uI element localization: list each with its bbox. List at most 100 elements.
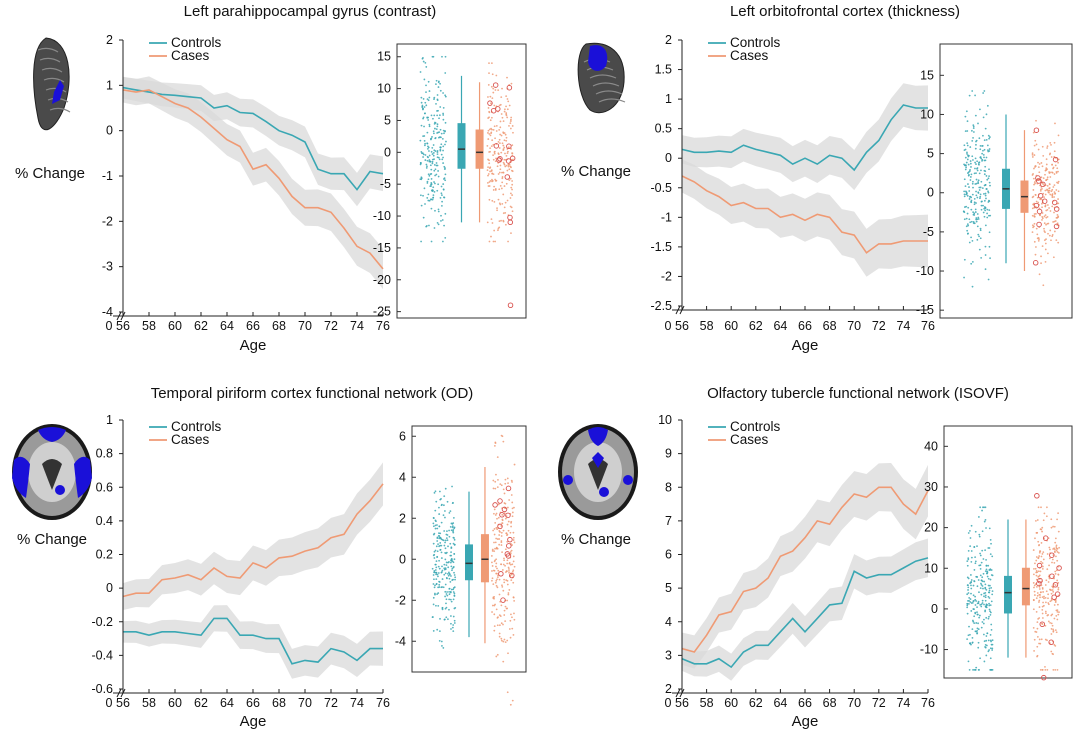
control-point [969, 633, 971, 636]
case-point [1056, 216, 1059, 219]
control-point [986, 149, 989, 151]
y-tick-label: 5 [665, 581, 672, 595]
control-point [990, 623, 993, 626]
control-point [434, 592, 436, 595]
control-point [430, 168, 433, 171]
control-point [967, 557, 970, 559]
control-point [432, 117, 434, 120]
control-point [977, 600, 980, 603]
control-point [985, 654, 988, 657]
legend-label: Controls [171, 35, 222, 50]
control-point [973, 580, 975, 582]
case-point [510, 116, 513, 119]
case-point [501, 181, 504, 184]
case-point [1050, 622, 1053, 625]
series-line-controls [122, 86, 384, 191]
control-point [444, 567, 447, 569]
case-point [509, 197, 512, 199]
control-point [986, 632, 989, 635]
case-point [1040, 528, 1043, 531]
highlighted-case-point [497, 523, 503, 530]
control-point [432, 603, 435, 606]
control-point [451, 485, 453, 488]
control-point [980, 208, 983, 211]
control-point [444, 510, 446, 512]
control-point [443, 168, 446, 171]
case-point [493, 629, 496, 632]
control-point [974, 611, 977, 614]
control-point [436, 153, 439, 156]
case-point [500, 540, 503, 542]
case-point [501, 435, 504, 438]
control-point [440, 143, 443, 146]
control-point [975, 218, 978, 221]
control-point [966, 576, 969, 579]
control-point [422, 98, 425, 100]
case-point [504, 517, 507, 520]
control-point [419, 139, 422, 142]
control-point [965, 193, 968, 196]
control-point [991, 555, 994, 558]
case-point [1058, 611, 1060, 614]
case-point [500, 134, 503, 137]
case-point [1056, 609, 1059, 612]
control-point [433, 569, 436, 572]
control-point [432, 186, 435, 189]
control-point [967, 589, 969, 591]
control-point [420, 204, 423, 207]
control-point [970, 560, 973, 563]
case-point [1056, 518, 1058, 521]
case-point [1047, 191, 1050, 193]
control-point [965, 205, 968, 208]
control-point [442, 586, 445, 589]
case-point [503, 206, 506, 209]
case-point [510, 494, 513, 496]
case-point [1046, 215, 1049, 218]
case-point [495, 562, 498, 565]
control-point [984, 594, 987, 597]
case-point [506, 540, 509, 543]
control-point [974, 556, 977, 559]
brain-gyrus [598, 98, 626, 103]
x-tick-label: 56 [675, 319, 689, 333]
case-point [1057, 202, 1060, 205]
x-tick-label: 0 [665, 319, 672, 333]
case-point [498, 530, 501, 532]
control-point [436, 573, 439, 576]
control-point [979, 506, 982, 509]
case-point [495, 74, 498, 77]
legend-label: Controls [171, 419, 222, 434]
case-point [505, 182, 508, 185]
control-point [448, 577, 451, 580]
case-point [493, 613, 496, 616]
control-point [436, 123, 439, 126]
control-point [430, 172, 433, 175]
control-point [979, 108, 981, 111]
control-point [425, 66, 428, 68]
region-highlight [588, 45, 608, 71]
control-point [979, 229, 982, 232]
inset-jitter-points [419, 55, 516, 309]
control-point [426, 142, 429, 145]
control-point [436, 524, 438, 526]
case-point [1048, 171, 1050, 173]
highlighted-case-point [498, 571, 504, 577]
control-point [432, 152, 435, 154]
legend-label: Cases [730, 432, 769, 447]
highlighted-case-point [1042, 535, 1049, 541]
control-point [972, 186, 974, 189]
case-point [502, 212, 505, 215]
control-point [434, 524, 437, 527]
control-point [983, 618, 985, 621]
highlighted-case-point [1036, 208, 1043, 215]
control-point [972, 220, 975, 223]
case-point [1041, 596, 1044, 599]
control-point [990, 586, 993, 589]
control-point [428, 174, 431, 177]
case-point [497, 89, 500, 92]
control-point [444, 130, 446, 133]
control-point [446, 539, 449, 542]
control-point [990, 542, 992, 545]
control-point [966, 212, 969, 215]
case-point [1038, 171, 1041, 174]
